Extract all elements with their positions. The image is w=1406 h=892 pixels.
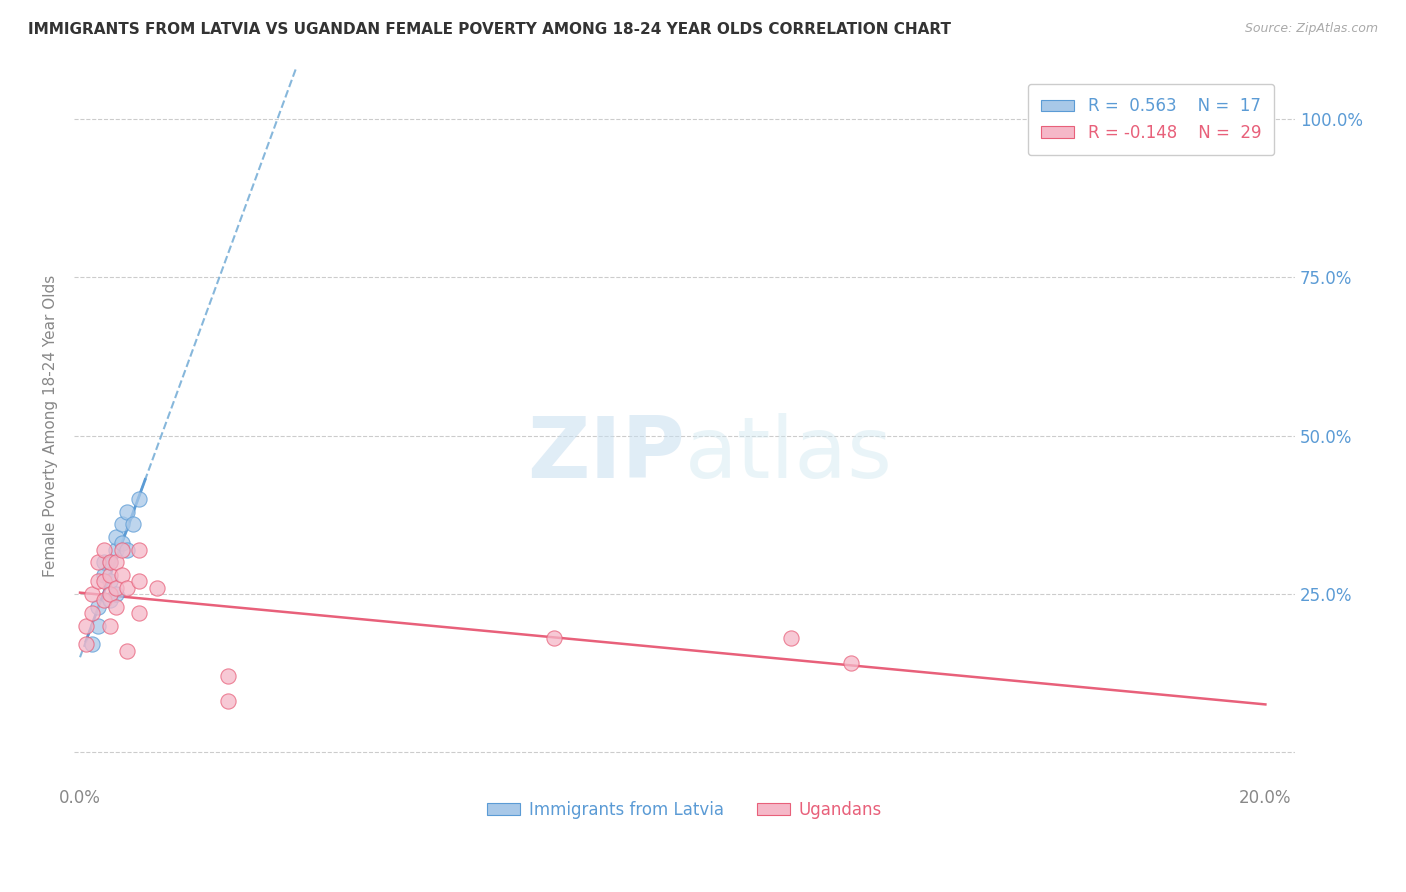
Point (128, 606, 150, 620)
Point (110, 536, 132, 550)
Point (87, 574, 110, 589)
Text: Source: ZipAtlas.com: Source: ZipAtlas.com (1244, 22, 1378, 36)
Point (80, 606, 103, 620)
Point (104, 599, 127, 614)
Y-axis label: Female Poverty Among 18-24 Year Olds: Female Poverty Among 18-24 Year Olds (44, 275, 58, 577)
Point (104, 581, 127, 595)
Text: atlas: atlas (685, 413, 893, 496)
Text: IMMIGRANTS FROM LATVIA VS UGANDAN FEMALE POVERTY AMONG 18-24 YEAR OLDS CORRELATI: IMMIGRANTS FROM LATVIA VS UGANDAN FEMALE… (28, 22, 950, 37)
Legend: Immigrants from Latvia, Ugandans: Immigrants from Latvia, Ugandans (481, 794, 889, 825)
Point (93, 574, 115, 589)
Point (104, 542, 127, 557)
Point (75, 618, 97, 632)
Point (87, 599, 110, 614)
Point (98, 567, 121, 582)
Point (80, 587, 103, 601)
Point (98, 587, 121, 601)
Point (217, 669, 239, 683)
Point (98, 618, 121, 632)
Point (117, 581, 139, 595)
Point (146, 581, 169, 595)
Point (98, 555, 121, 569)
Point (543, 631, 565, 645)
Point (104, 530, 127, 544)
Point (93, 555, 115, 569)
Text: ZIP: ZIP (527, 413, 685, 496)
Point (93, 567, 115, 582)
Point (110, 542, 132, 557)
Point (104, 587, 127, 601)
Point (117, 644, 139, 658)
Point (93, 593, 115, 607)
Point (128, 574, 150, 589)
Point (93, 542, 115, 557)
Point (98, 555, 121, 569)
Point (122, 517, 145, 532)
Point (110, 517, 132, 532)
Point (117, 542, 139, 557)
Point (87, 555, 110, 569)
Point (98, 574, 121, 589)
Point (104, 555, 127, 569)
Point (75, 638, 97, 652)
Point (839, 657, 862, 671)
Point (117, 505, 139, 519)
Point (87, 618, 110, 632)
Point (217, 694, 239, 708)
Point (98, 593, 121, 607)
Point (110, 567, 132, 582)
Point (128, 491, 150, 506)
Point (80, 638, 103, 652)
Point (128, 542, 150, 557)
Point (780, 631, 803, 645)
